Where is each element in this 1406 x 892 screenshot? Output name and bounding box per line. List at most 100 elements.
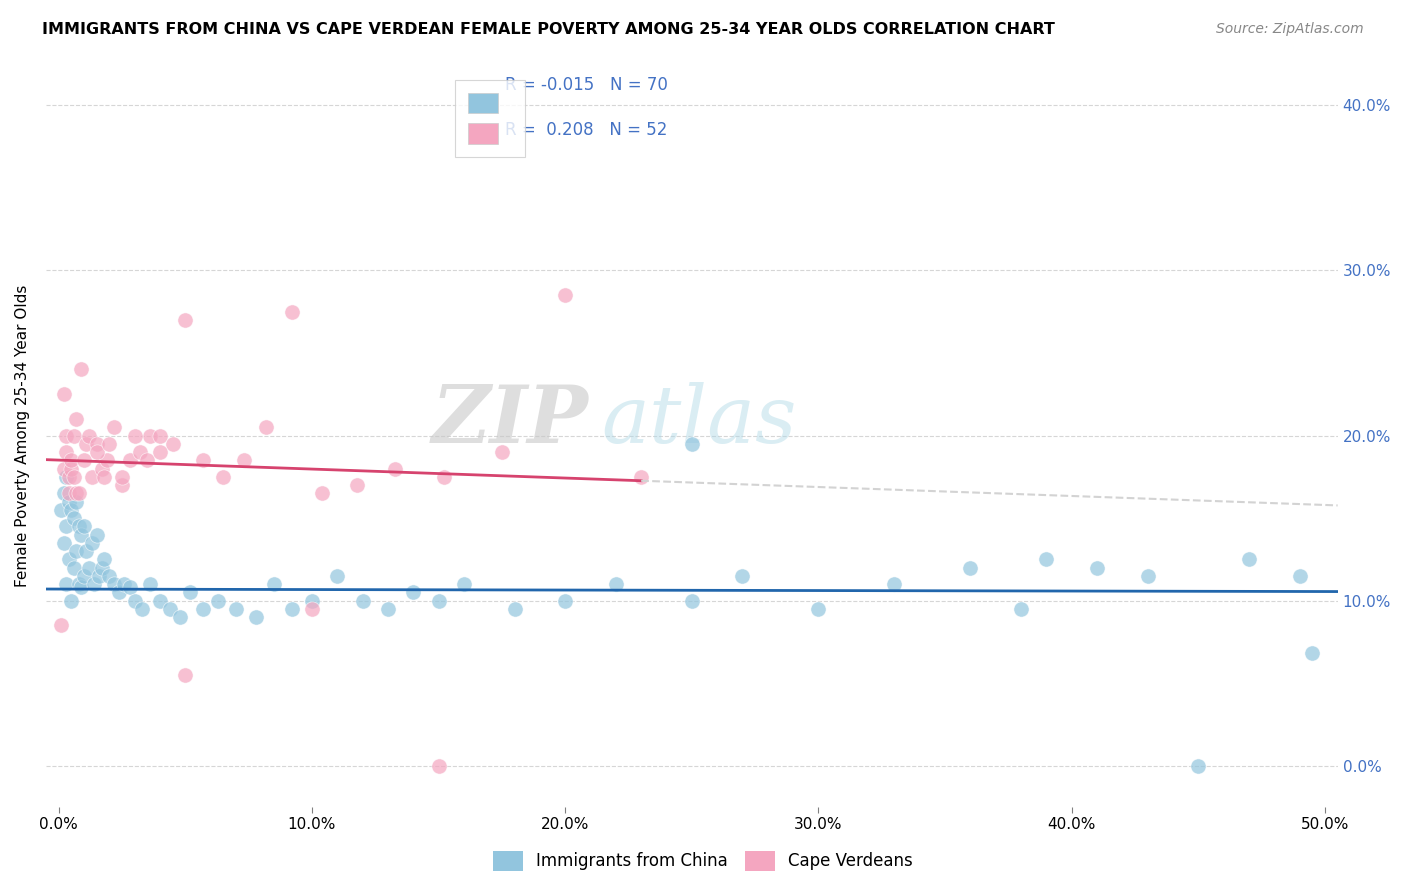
Point [352, 593, 374, 607]
Point [1035, 552, 1057, 566]
Point [1301, 647, 1323, 661]
Point [103, 420, 125, 434]
Point [98, 569, 121, 583]
Point [76, 544, 98, 558]
Point [212, 470, 235, 484]
Text: IMMIGRANTS FROM CHINA VS CAPE VERDEAN FEMALE POVERTY AMONG 25-34 YEAR OLDS CORRE: IMMIGRANTS FROM CHINA VS CAPE VERDEAN FE… [42, 22, 1054, 37]
Point [73, 453, 96, 467]
Point [149, 445, 172, 459]
Point [174, 668, 197, 682]
Text: ZIP: ZIP [432, 382, 589, 459]
Text: Source: ZipAtlas.com: Source: ZipAtlas.com [1216, 22, 1364, 37]
Point [77, 428, 100, 442]
Point [65, 494, 87, 508]
Point [51, 503, 73, 517]
Point [402, 585, 425, 599]
Point [453, 577, 475, 591]
Point [162, 437, 184, 451]
Text: atlas: atlas [602, 382, 797, 459]
Point [807, 602, 830, 616]
Point [55, 470, 77, 484]
Point [83, 577, 105, 591]
Point [1237, 552, 1260, 566]
Point [63, 560, 86, 574]
Point [63, 470, 86, 484]
Point [280, 602, 302, 616]
Point [149, 593, 172, 607]
Point [52, 486, 75, 500]
Point [131, 602, 153, 616]
Point [1010, 602, 1032, 616]
Point [86, 437, 108, 451]
Point [118, 581, 141, 595]
Point [52, 536, 75, 550]
Point [159, 602, 181, 616]
Point [60, 503, 83, 517]
Point [70, 527, 93, 541]
Point [605, 577, 627, 591]
Point [554, 288, 576, 302]
Point [124, 428, 146, 442]
Point [377, 602, 399, 616]
Point [427, 758, 450, 772]
Point [191, 602, 214, 616]
Point [73, 519, 96, 533]
Point [191, 453, 214, 467]
Point [179, 585, 201, 599]
Point [55, 428, 77, 442]
Point [128, 445, 150, 459]
Point [86, 445, 108, 459]
Point [73, 569, 96, 583]
Point [254, 420, 277, 434]
Point [86, 527, 108, 541]
Point [65, 486, 87, 500]
Point [346, 478, 368, 492]
Point [207, 593, 229, 607]
Point [89, 569, 111, 583]
Point [301, 593, 323, 607]
Point [108, 585, 131, 599]
Point [111, 478, 134, 492]
Legend: , : , [454, 79, 524, 157]
Point [169, 610, 191, 624]
Point [503, 602, 526, 616]
Y-axis label: Female Poverty Among 25-34 Year Olds: Female Poverty Among 25-34 Year Olds [15, 285, 30, 587]
Point [55, 519, 77, 533]
Point [60, 453, 83, 467]
Point [63, 428, 86, 442]
Point [384, 461, 406, 475]
Point [118, 453, 141, 467]
Point [232, 453, 254, 467]
Point [311, 486, 333, 500]
Point [114, 577, 136, 591]
Point [280, 304, 302, 318]
Point [76, 437, 98, 451]
Point [52, 461, 75, 475]
Point [263, 577, 285, 591]
Point [245, 610, 267, 624]
Point [90, 560, 112, 574]
Text: R =  0.208   N = 52: R = 0.208 N = 52 [505, 120, 666, 138]
Point [427, 593, 450, 607]
Point [58, 494, 80, 508]
Point [149, 428, 172, 442]
Point [326, 569, 349, 583]
Point [93, 552, 115, 566]
Point [67, 486, 90, 500]
Point [124, 593, 146, 607]
Point [90, 461, 112, 475]
Point [60, 461, 83, 475]
Point [1288, 569, 1310, 583]
Point [67, 519, 90, 533]
Point [98, 437, 121, 451]
Point [80, 470, 103, 484]
Point [65, 412, 87, 426]
Point [58, 470, 80, 484]
Point [52, 387, 75, 401]
Point [55, 445, 77, 459]
Point [554, 593, 576, 607]
Point [96, 453, 118, 467]
Point [139, 428, 162, 442]
Point [77, 560, 100, 574]
Point [111, 470, 134, 484]
